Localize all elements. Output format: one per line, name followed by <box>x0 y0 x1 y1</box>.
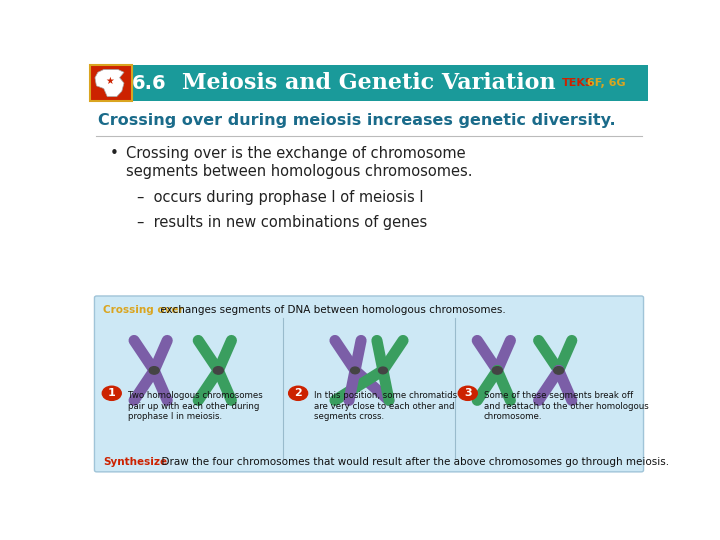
Circle shape <box>459 386 477 400</box>
Text: Two homologous chromosomes
pair up with each other during
prophase I in meiosis.: Two homologous chromosomes pair up with … <box>128 391 263 421</box>
Circle shape <box>149 367 159 374</box>
Text: –  occurs during prophase I of meiosis I: – occurs during prophase I of meiosis I <box>138 190 424 205</box>
Circle shape <box>289 386 307 400</box>
Text: Crossing over during meiosis increases genetic diversity.: Crossing over during meiosis increases g… <box>99 113 616 127</box>
Circle shape <box>492 367 503 374</box>
Text: Crossing over is the exchange of chromosome
segments between homologous chromoso: Crossing over is the exchange of chromos… <box>126 146 473 179</box>
Text: 2: 2 <box>294 388 302 399</box>
Text: Crossing over: Crossing over <box>104 305 184 315</box>
Text: exchanges segments of DNA between homologous chromosomes.: exchanges segments of DNA between homolo… <box>157 305 505 315</box>
FancyBboxPatch shape <box>90 65 648 102</box>
Text: TEKS: TEKS <box>562 78 593 88</box>
Text: In this position, some chromatids
are very close to each other and
segments cros: In this position, some chromatids are ve… <box>315 391 457 421</box>
Text: 6.6: 6.6 <box>131 73 166 92</box>
Text: 6F, 6G: 6F, 6G <box>582 78 626 88</box>
Circle shape <box>379 367 387 374</box>
FancyBboxPatch shape <box>90 65 132 102</box>
Text: ★: ★ <box>105 76 114 86</box>
Circle shape <box>554 367 564 374</box>
FancyBboxPatch shape <box>94 296 644 472</box>
Text: 1: 1 <box>108 388 116 399</box>
Circle shape <box>102 386 121 400</box>
Text: Meiosis and Genetic Variation: Meiosis and Genetic Variation <box>182 72 556 94</box>
Text: Some of these segments break off
and reattach to the other homologous
chromosome: Some of these segments break off and rea… <box>484 391 649 421</box>
Text: Synthesize: Synthesize <box>104 457 168 467</box>
Text: Draw the four chromosomes that would result after the above chromosomes go throu: Draw the four chromosomes that would res… <box>156 457 670 467</box>
Polygon shape <box>95 70 124 97</box>
Text: •: • <box>109 146 118 161</box>
Text: 3: 3 <box>464 388 472 399</box>
Text: –  results in new combinations of genes: – results in new combinations of genes <box>138 215 428 230</box>
Circle shape <box>213 367 223 374</box>
Circle shape <box>351 367 359 374</box>
